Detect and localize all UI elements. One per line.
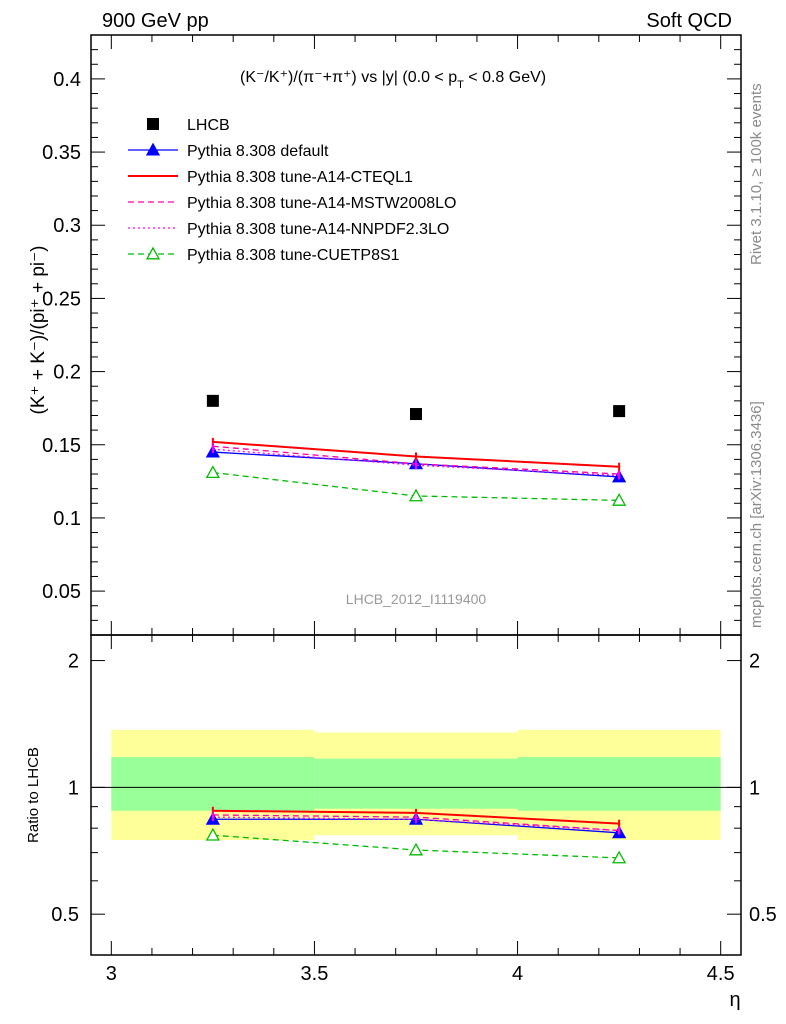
- legend-marker-default: [145, 142, 161, 156]
- main-y-tick-label-0.35: 0.35: [42, 142, 81, 164]
- main-point-CUETP8S1-1: [408, 488, 424, 502]
- ratio-y-tick-label-1: 1: [68, 777, 79, 799]
- axis-ticks: 3 3.5 4 4.5 0.05 0.1 0.15 0.2 0.25 0.3 0.35 0.4 0.5 0…: [42, 35, 777, 985]
- main-y-tick-label-0.3: 0.3: [53, 215, 81, 237]
- legend-label-A14-MSTW2008LO: Pythia 8.308 tune-A14-MSTW2008LO: [187, 195, 456, 212]
- legend-entry-CUETP8S1: Pythia 8.308 tune-CUETP8S1: [128, 246, 400, 264]
- x-tick-label-3: 3: [106, 963, 117, 985]
- rivet-version-label: Rivet 3.1.10, ≥ 100k events: [748, 83, 765, 265]
- legend-entry-A14-MSTW2008LO: Pythia 8.308 tune-A14-MSTW2008LO: [128, 195, 456, 212]
- analysis-tag: LHCB_2012_I1119400: [346, 591, 487, 607]
- main-series-LHCB: [206, 394, 626, 421]
- legend-label-LHCB: LHCB: [187, 117, 230, 134]
- ratio-y-axis-label: Ratio to LHCB: [25, 747, 42, 843]
- main-y-tick-label-0.4: 0.4: [53, 69, 81, 91]
- main-point-LHCB-2: [613, 405, 626, 418]
- header-right: Soft QCD: [646, 10, 732, 32]
- ratio-y-tick-label-right-1: 1: [749, 777, 760, 799]
- ratio-band-inner-2: [517, 757, 721, 811]
- ratio-plot-series: [205, 806, 627, 864]
- ratio-point-CUETP8S1-1: [408, 842, 424, 856]
- main-plot-title: (K⁻/K⁺)/(π⁻+π⁺) vs |y| (0.0 < pT < 0.8 G…: [240, 69, 546, 91]
- plot-frames: [90, 34, 742, 956]
- ratio-y-tick-label-0.5: 0.5: [51, 904, 79, 926]
- legend: LHCB Pythia 8.308 default Pythia 8.308 tun…: [128, 117, 456, 264]
- legend-marker-LHCB: [147, 118, 159, 130]
- main-point-LHCB-1: [410, 408, 422, 421]
- ratio-series-A14-NNPDF2.3LO: [211, 813, 621, 835]
- main-series-A14-CTEQL1: [211, 437, 621, 471]
- header-left: 900 GeV pp: [102, 10, 209, 32]
- main-y-tick-label-0.05: 0.05: [42, 581, 81, 603]
- main-y-axis-label: (K⁺ + K⁻)/(pi⁺ + pi⁻): [28, 246, 49, 415]
- ratio-y-tick-label-right-0.5: 0.5: [749, 904, 777, 926]
- legend-entry-A14-NNPDF2.3LO: Pythia 8.308 tune-A14-NNPDF2.3LO: [128, 221, 449, 238]
- main-point-CUETP8S1-0: [205, 465, 220, 479]
- main-series-CUETP8S1: [205, 465, 627, 506]
- mcplots-reference-label: mcplots.cern.ch [arXiv:1306.3436]: [748, 401, 765, 628]
- x-tick-label-4.5: 4.5: [707, 963, 735, 985]
- main-y-tick-label-0.1: 0.1: [53, 508, 81, 530]
- ratio-series-CUETP8S1: [205, 827, 627, 864]
- main-series-A14-NNPDF2.3LO: [211, 445, 621, 480]
- ratio-y-tick-label-2: 2: [68, 651, 79, 673]
- legend-label-A14-CTEQL1: Pythia 8.308 tune-A14-CTEQL1: [187, 169, 413, 186]
- legend-marker-CUETP8S1: [145, 246, 161, 260]
- ratio-plot-frame: [90, 634, 742, 956]
- main-point-CUETP8S1-2: [612, 493, 627, 506]
- ratio-point-CUETP8S1-2: [612, 850, 627, 864]
- legend-label-default: Pythia 8.308 default: [187, 143, 329, 160]
- ratio-point-CUETP8S1-0: [205, 827, 220, 841]
- main-y-tick-label-0.2: 0.2: [53, 362, 81, 384]
- legend-entry-A14-CTEQL1: Pythia 8.308 tune-A14-CTEQL1: [128, 169, 413, 186]
- x-tick-label-4: 4: [512, 963, 523, 985]
- ratio-band-inner-0: [111, 757, 315, 811]
- main-y-tick-label-0.15: 0.15: [42, 435, 81, 457]
- legend-label-A14-NNPDF2.3LO: Pythia 8.308 tune-A14-NNPDF2.3LO: [187, 221, 449, 238]
- main-point-LHCB-0: [206, 394, 219, 407]
- legend-label-CUETP8S1: Pythia 8.308 tune-CUETP8S1: [187, 247, 400, 264]
- x-axis-label: η: [729, 989, 740, 1011]
- main-plot-series: [205, 394, 627, 506]
- ratio-band-inner-1: [314, 758, 518, 809]
- x-tick-label-3.5: 3.5: [301, 963, 329, 985]
- ratio-y-tick-label-right-2: 2: [749, 651, 760, 673]
- main-y-tick-label-0.25: 0.25: [42, 288, 81, 310]
- legend-entry-LHCB: LHCB: [147, 117, 230, 134]
- legend-entry-default: Pythia 8.308 default: [128, 142, 329, 160]
